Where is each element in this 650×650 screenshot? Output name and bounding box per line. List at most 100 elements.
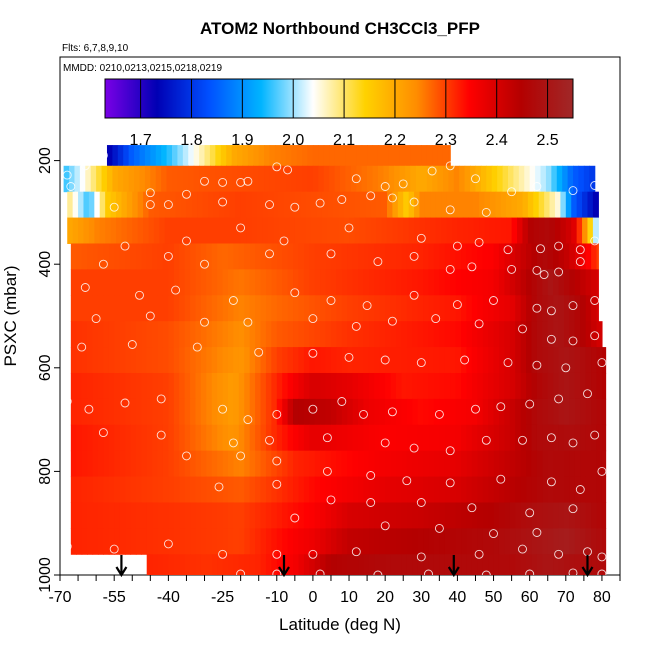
heatmap-cell (255, 269, 262, 296)
heatmap-cell (114, 295, 121, 322)
heatmap-cell (323, 165, 330, 193)
heatmap-cell (526, 243, 533, 270)
heatmap-cell (580, 424, 587, 452)
heatmap-cell (500, 191, 507, 219)
heatmap-cell (233, 372, 240, 400)
sample-point (554, 267, 564, 277)
sample-point (532, 303, 542, 313)
heatmap-cell (238, 347, 245, 374)
heatmap-cell (293, 398, 300, 426)
heatmap-cell (336, 450, 343, 478)
heatmap-cell (520, 528, 527, 555)
heatmap-cell (87, 269, 94, 296)
sample-point (536, 244, 545, 254)
heatmap-cell (199, 165, 206, 193)
heatmap-cell (222, 424, 229, 452)
heatmap-cell (509, 528, 516, 555)
heatmap-cell (83, 191, 90, 219)
heatmap-cell (587, 191, 594, 219)
heatmap-cell (246, 191, 253, 219)
heatmap-cell (146, 424, 153, 452)
heatmap-cell (531, 347, 538, 374)
sample-point (590, 236, 600, 246)
heatmap-cell (276, 476, 283, 503)
heatmap-cell (330, 554, 337, 575)
heatmap-cell (271, 554, 278, 575)
heatmap-cell (390, 502, 397, 529)
heatmap-cell (574, 295, 581, 322)
heatmap-cell (114, 347, 121, 374)
heatmap-cell (255, 476, 262, 503)
heatmap-cell (130, 528, 137, 555)
heatmap-cell (303, 528, 310, 555)
heatmap-cell (173, 554, 180, 575)
heatmap-cell (336, 502, 343, 529)
heatmap-cell (558, 450, 565, 478)
heatmap-cell (583, 165, 590, 193)
heatmap-cell (352, 502, 359, 529)
heatmap-cell (596, 347, 603, 374)
heatmap-cell (309, 372, 316, 400)
heatmap-cell (222, 450, 229, 478)
heatmap-cell (553, 243, 560, 270)
heatmap-cell (318, 165, 325, 193)
heatmap-cell (298, 372, 305, 400)
heatmap-cell (173, 398, 180, 426)
heatmap-cell (255, 450, 262, 478)
heatmap-cell (526, 554, 533, 575)
sample-point (359, 409, 368, 419)
heatmap-cell (412, 476, 419, 503)
heatmap-cell (135, 269, 142, 296)
sample-point (200, 176, 209, 186)
heatmap-cell (585, 295, 592, 322)
heatmap-cell (542, 243, 549, 270)
sample-point (373, 570, 383, 575)
heatmap-cell (298, 424, 305, 452)
heatmap-cell (260, 502, 267, 529)
heatmap-cell (601, 476, 607, 503)
heatmap-cell (206, 528, 213, 555)
heatmap-cell (574, 243, 581, 270)
heatmap-cell (330, 398, 337, 426)
heatmap-cell (179, 243, 186, 270)
heatmap-cell (370, 217, 377, 244)
heatmap-cell (462, 191, 469, 219)
heatmap-cell (260, 398, 267, 426)
heatmap-cell (444, 450, 451, 478)
heatmap-cell (564, 347, 571, 374)
heatmap-cell (211, 502, 218, 529)
heatmap-cell (92, 502, 99, 529)
heatmap-cell (423, 243, 430, 270)
heatmap-cell (477, 476, 484, 503)
heatmap-cell (412, 347, 419, 374)
heatmap-cell (108, 502, 115, 529)
heatmap-cell (368, 269, 375, 296)
sample-point (145, 188, 155, 198)
heatmap-cell (228, 476, 235, 503)
sample-point (380, 355, 390, 365)
heatmap-cell (455, 528, 462, 555)
heatmap-cell (307, 145, 314, 167)
heatmap-cell (424, 191, 431, 219)
sample-point (272, 162, 282, 172)
heatmap-cell (591, 398, 598, 426)
heatmap-cell (125, 450, 132, 478)
sample-point (496, 402, 506, 412)
heatmap-cell (363, 269, 370, 296)
heatmap-cell (347, 295, 354, 322)
heatmap-cell (251, 217, 258, 244)
heatmap-cell (520, 321, 527, 348)
heatmap-cell (527, 217, 534, 244)
heatmap-cell (206, 450, 213, 478)
heatmap-cell (379, 554, 386, 575)
heatmap-cell (477, 347, 484, 374)
sample-point (127, 340, 137, 349)
sample-point (62, 542, 72, 551)
heatmap-cell (157, 243, 164, 270)
sample-point (228, 438, 238, 448)
heatmap-cell (312, 165, 319, 193)
heatmap-cell (330, 476, 337, 503)
heatmap-cell (390, 295, 397, 322)
heatmap-cell (316, 191, 323, 219)
